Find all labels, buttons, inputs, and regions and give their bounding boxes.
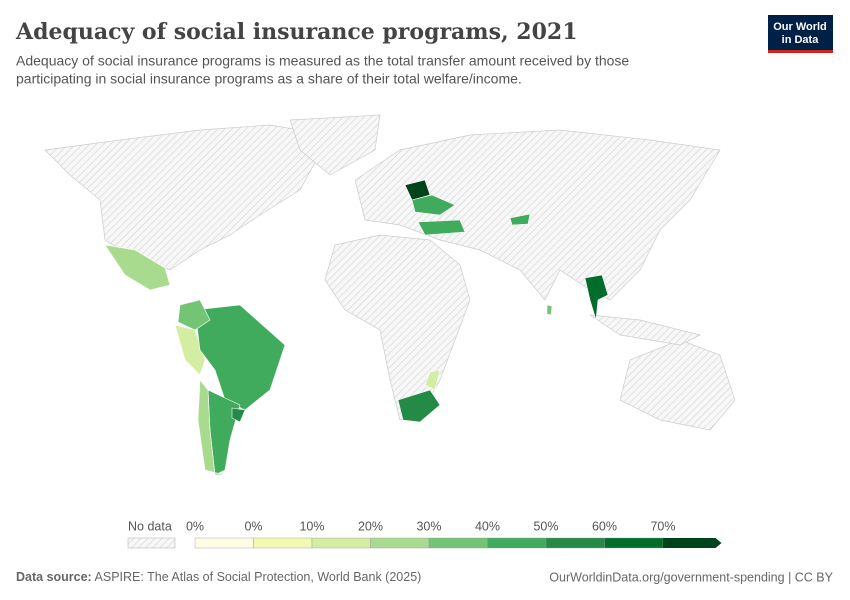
- turkey: [417, 219, 466, 236]
- mexico: [104, 244, 171, 291]
- greenland: [289, 114, 381, 176]
- logo[interactable]: Our World in Data: [768, 15, 833, 53]
- belarus: [404, 179, 431, 201]
- legend-bin: [545, 537, 605, 549]
- kyrgyzstan: [509, 213, 531, 226]
- legend-bin: [428, 537, 488, 549]
- subtitle: participating in social insurance progra…: [16, 71, 522, 87]
- chile: [197, 379, 226, 476]
- legend-label: 70%: [650, 519, 675, 533]
- no-data-swatch: [127, 537, 176, 549]
- source-label: Data source:: [16, 570, 92, 584]
- legend-label: No data: [128, 519, 172, 533]
- legend-label: 20%: [358, 519, 383, 533]
- legend-label: 10%: [299, 519, 324, 533]
- legend-label: 30%: [416, 519, 441, 533]
- logo-text: Our World: [773, 21, 827, 33]
- australia: [619, 339, 736, 431]
- title: Adequacy of social insurance programs, 2…: [15, 19, 578, 45]
- peru: [174, 324, 206, 376]
- source-text: ASPIRE: The Atlas of Social Protection, …: [95, 570, 422, 584]
- uruguay: [231, 407, 246, 423]
- subtitle: Adequacy of social insurance programs is…: [16, 53, 629, 69]
- europe-asia: [354, 129, 721, 301]
- legend-bin: [194, 537, 254, 549]
- legend-bin: [487, 537, 547, 549]
- south-africa: [397, 389, 441, 423]
- sri-lanka: [546, 304, 553, 316]
- url: OurWorldinData.org/government-spending |…: [549, 570, 833, 584]
- legend-arrow: [663, 538, 722, 548]
- ukraine: [411, 194, 456, 216]
- legend-label: 50%: [533, 519, 558, 533]
- africa: [324, 234, 471, 421]
- legend-label: 60%: [592, 519, 617, 533]
- legend-bin: [311, 537, 371, 549]
- mozambique: [424, 369, 441, 391]
- legend-label: 40%: [475, 519, 500, 533]
- colombia: [177, 299, 211, 331]
- legend-bin: [370, 537, 430, 549]
- logo-text: in Data: [782, 34, 820, 46]
- legend-label: 0%: [244, 519, 262, 533]
- thailand: [584, 274, 609, 321]
- map: [44, 114, 736, 476]
- indonesia: [589, 314, 702, 346]
- legend-bin: [253, 537, 313, 549]
- legend-bin: [604, 537, 664, 549]
- source: Data source: ASPIRE: The Atlas of Social…: [16, 570, 421, 584]
- legend-label: 0%: [186, 519, 204, 533]
- north-america: [44, 124, 331, 271]
- legend: No data 0% 0% 10% 20% 30% 40% 50% 60% 70%: [127, 519, 722, 549]
